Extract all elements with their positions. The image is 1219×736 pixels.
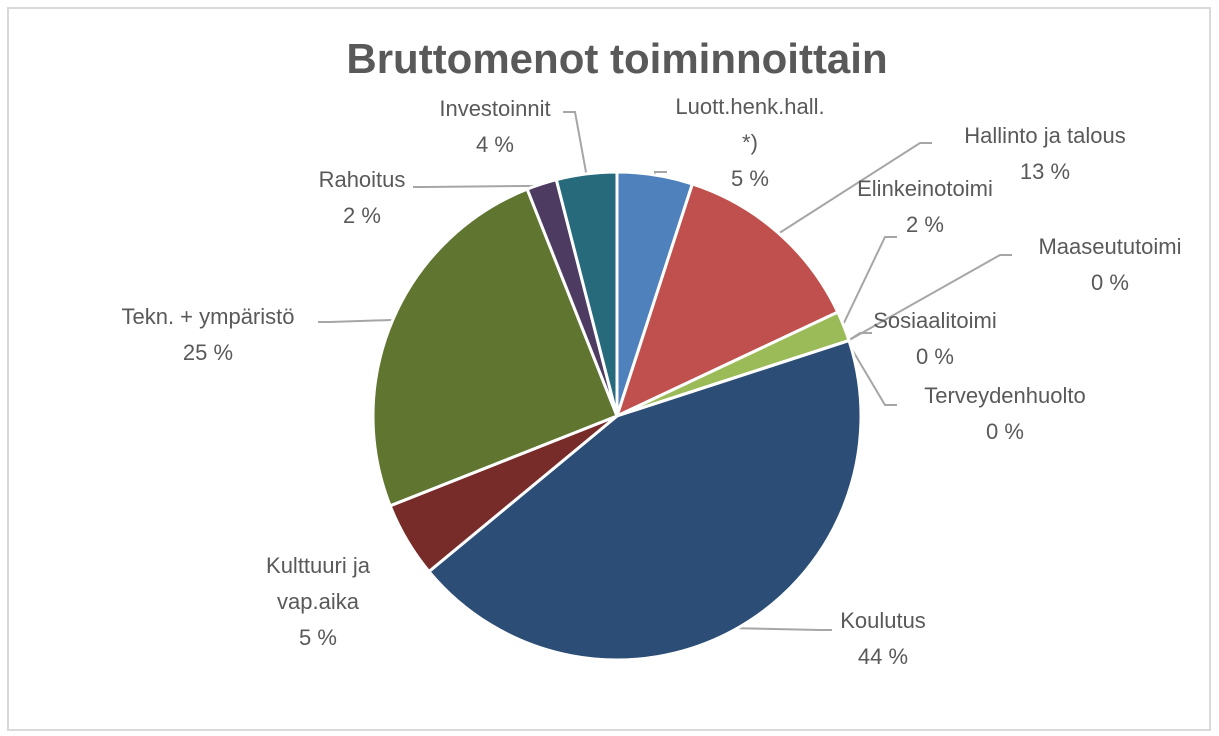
pie-slice <box>554 170 619 417</box>
category-label: Elinkeinotoimi <box>857 176 993 201</box>
value-label: 4 % <box>476 132 514 157</box>
category-label: Sosiaalitoimi <box>873 308 997 333</box>
value-label: 25 % <box>183 340 233 365</box>
category-label: Rahoitus <box>319 167 406 192</box>
leader-line <box>563 111 588 177</box>
value-label: 0 % <box>916 344 954 369</box>
category-label: Koulutus <box>840 608 926 633</box>
leader-line <box>776 142 932 236</box>
value-label: 13 % <box>1020 159 1070 184</box>
category-label: Tekn. + ympäristö <box>121 304 294 329</box>
value-label: 44 % <box>858 644 908 669</box>
value-label: 0 % <box>986 419 1024 444</box>
leader-line <box>318 318 395 323</box>
leader-lines <box>318 111 1012 631</box>
category-label: Maaseututoimi <box>1038 234 1181 259</box>
value-label: 2 % <box>906 212 944 237</box>
value-label: 5 % <box>731 166 769 191</box>
category-label: Luott.henk.hall. *) <box>675 94 824 155</box>
category-label: Hallinto ja talous <box>964 123 1125 148</box>
chart-title: Bruttomenot toiminnoittain <box>346 35 887 82</box>
pie-slice <box>371 187 619 508</box>
leader-line <box>846 254 1012 343</box>
value-label: 0 % <box>1091 270 1129 295</box>
value-label: 2 % <box>343 203 381 228</box>
category-label: Terveydenhuolto <box>924 383 1085 408</box>
category-label: Kulttuuri ja vap.aika <box>266 553 371 614</box>
pie-slice <box>426 338 863 662</box>
leader-line <box>846 332 872 343</box>
leader-line <box>841 236 897 328</box>
pie-slice <box>614 182 840 419</box>
leader-line <box>413 184 543 188</box>
leader-line <box>846 340 897 406</box>
category-label: Investoinnit <box>439 96 550 121</box>
leader-line <box>733 627 832 631</box>
value-label: 5 % <box>299 625 337 650</box>
